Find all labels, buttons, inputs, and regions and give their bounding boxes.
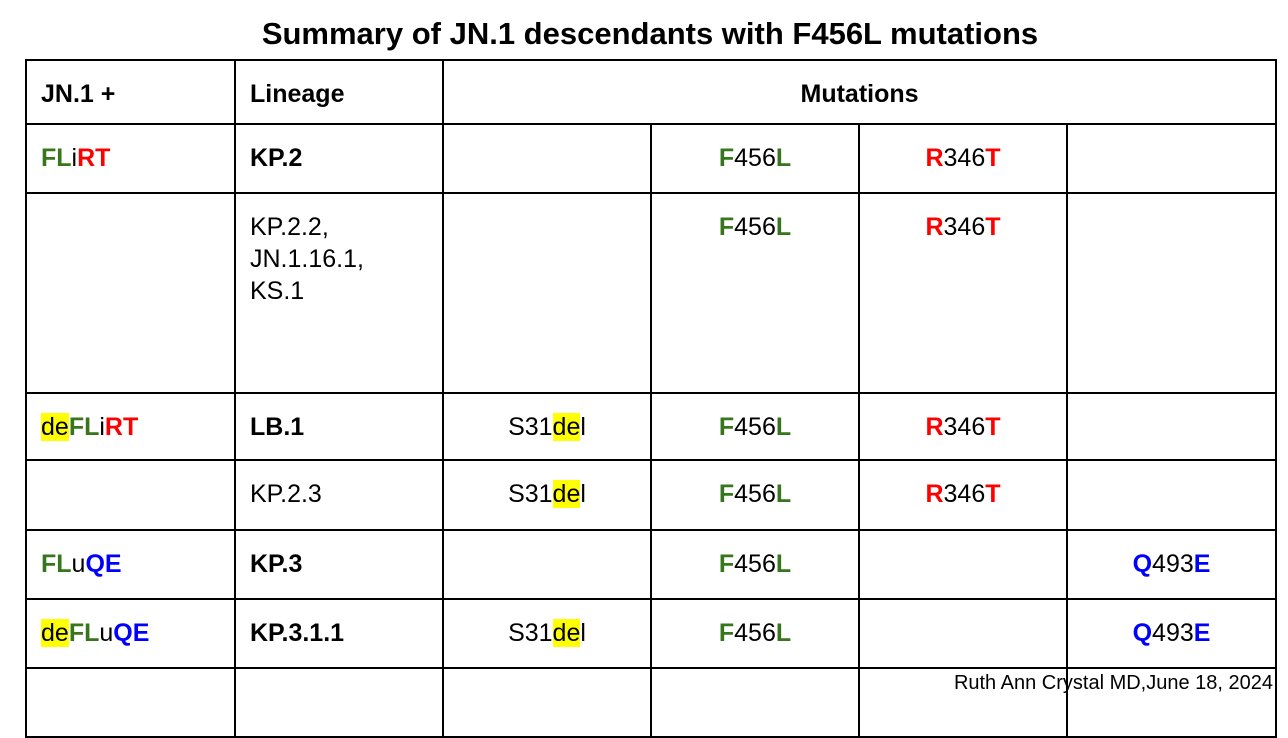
table-row: FLiRT KP.2 F456L R346T [25, 123, 1278, 194]
deletion-cell: S31del [442, 598, 652, 669]
deletion-cell [442, 529, 652, 600]
deletion-cell [442, 123, 652, 194]
deletion-cell: S31del [442, 392, 652, 461]
lineage-cell: KP.2 [234, 123, 444, 194]
empty-cell [25, 667, 236, 738]
table-row: KP.2.3 S31del F456L R346T [25, 459, 1278, 531]
header-jn1-plus: JN.1 + [25, 59, 236, 125]
r346t-cell: R346T [858, 459, 1068, 531]
r346t-cell [858, 529, 1068, 600]
lineage-cell: KP.3 [234, 529, 444, 600]
q493e-cell: Q493E [1065, 529, 1278, 600]
table-row: FLuQE KP.3 F456L Q493E [25, 529, 1278, 600]
deletion-cell [442, 192, 652, 394]
f456l-cell: F456L [650, 459, 860, 531]
nickname-cell [25, 192, 236, 394]
table-row: deFLuQE KP.3.1.1 S31del F456L Q493E [25, 598, 1278, 669]
r346t-cell: R346T [858, 123, 1068, 194]
empty-cell [650, 667, 860, 738]
q493e-cell [1065, 192, 1278, 394]
lineage-cell: KP.3.1.1 [234, 598, 444, 669]
q493e-cell: Q493E [1065, 598, 1278, 669]
author-credit: Ruth Ann Crystal MD,June 18, 2024 [953, 672, 1273, 694]
table-header-row: JN.1 + Lineage Mutations [25, 59, 1278, 125]
nickname-cell: deFLuQE [25, 598, 236, 669]
f456l-cell: F456L [650, 529, 860, 600]
nickname-cell: FLuQE [25, 529, 236, 600]
q493e-cell [1065, 123, 1278, 194]
r346t-cell: R346T [858, 192, 1068, 394]
lineage-cell: KP.2.3 [234, 459, 444, 531]
nickname-cell [25, 459, 236, 531]
q493e-cell [1065, 392, 1278, 461]
empty-cell [234, 667, 444, 738]
r346t-cell: R346T [858, 392, 1068, 461]
lineage-cell: KP.2.2, JN.1.16.1, KS.1 [234, 192, 444, 394]
empty-cell [442, 667, 652, 738]
r346t-cell [858, 598, 1068, 669]
page-title: Summary of JN.1 descendants with F456L m… [261, 16, 1039, 51]
table-row: deFLiRT LB.1 S31del F456L R346T [25, 392, 1278, 461]
nickname-cell: FLiRT [25, 123, 236, 194]
f456l-cell: F456L [650, 392, 860, 461]
mutation-summary-table: JN.1 + Lineage Mutations FLiRT KP.2 F456… [25, 59, 1278, 738]
lineage-cell: LB.1 [234, 392, 444, 461]
deletion-cell: S31del [442, 459, 652, 531]
q493e-cell [1065, 459, 1278, 531]
header-lineage: Lineage [234, 59, 444, 125]
f456l-cell: F456L [650, 192, 860, 394]
header-mutations: Mutations [441, 59, 1278, 125]
table-row: KP.2.2, JN.1.16.1, KS.1 F456L R346T [25, 192, 1278, 394]
f456l-cell: F456L [650, 123, 860, 194]
nickname-cell: deFLiRT [25, 392, 236, 461]
f456l-cell: F456L [650, 598, 860, 669]
